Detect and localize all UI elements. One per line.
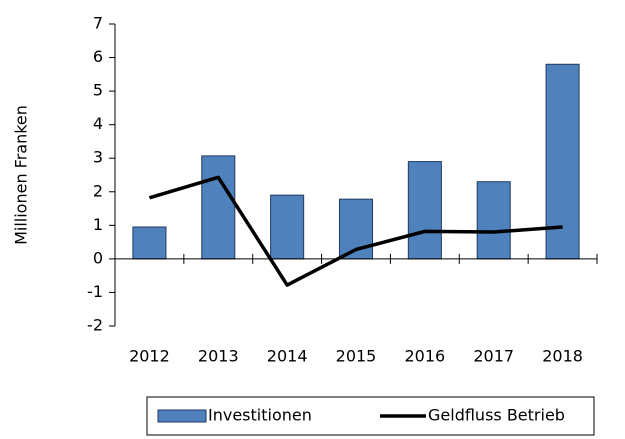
x-tick-label: 2018 — [542, 347, 583, 366]
y-tick-label: 6 — [93, 47, 103, 66]
y-tick-label: 5 — [93, 81, 103, 100]
x-tick-label: 2013 — [198, 347, 239, 366]
y-tick-label: -1 — [87, 282, 103, 301]
y-axis-label: Millionen Franken — [12, 105, 31, 245]
legend-box — [146, 396, 595, 436]
y-tick-label: 1 — [93, 215, 103, 234]
x-tick-label: 2016 — [404, 347, 445, 366]
bar — [132, 226, 167, 260]
y-tick-label: 4 — [93, 114, 103, 133]
y-tick-label: 0 — [93, 248, 103, 267]
x-tick-label: 2015 — [336, 347, 377, 366]
bar — [545, 63, 580, 260]
bar — [407, 161, 442, 260]
bar — [201, 155, 236, 260]
y-tick-label: 7 — [93, 14, 103, 33]
line — [148, 175, 563, 287]
legend-label: Geldfluss Betrieb — [428, 406, 565, 425]
y-tick-label: 2 — [93, 181, 103, 200]
legend-label: Investitionen — [208, 406, 312, 425]
x-tick-label: 2014 — [267, 347, 308, 366]
bar — [476, 181, 511, 260]
legend-swatch — [157, 409, 207, 423]
x-tick-label: 2017 — [473, 347, 514, 366]
bar — [270, 194, 305, 260]
y-tick-label: 3 — [93, 148, 103, 167]
y-tick-label: -2 — [87, 316, 103, 335]
x-tick-label: 2012 — [129, 347, 170, 366]
